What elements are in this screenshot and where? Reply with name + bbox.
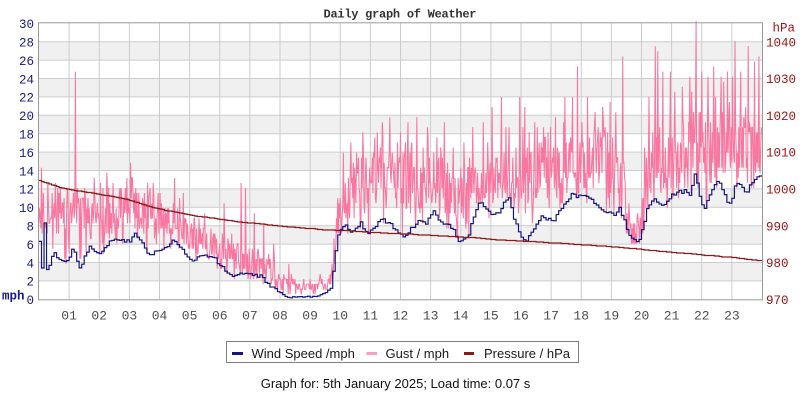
svg-text:23: 23: [724, 309, 740, 324]
svg-text:1030: 1030: [766, 73, 796, 87]
svg-text:24: 24: [19, 73, 34, 87]
svg-text:1020: 1020: [766, 110, 796, 124]
svg-text:Wind Speed /mph: Wind Speed /mph: [252, 346, 355, 361]
svg-text:04: 04: [152, 309, 168, 324]
svg-text:14: 14: [19, 165, 34, 179]
svg-text:19: 19: [604, 309, 620, 324]
svg-text:01: 01: [61, 309, 77, 324]
svg-text:mph: mph: [2, 290, 25, 304]
svg-text:09: 09: [302, 309, 318, 324]
svg-text:28: 28: [19, 37, 34, 51]
svg-text:13: 13: [423, 309, 439, 324]
svg-text:15: 15: [483, 309, 499, 324]
svg-text:30: 30: [19, 18, 34, 32]
svg-text:Pressure / hPa: Pressure / hPa: [484, 346, 571, 361]
svg-text:980: 980: [766, 257, 789, 271]
svg-text:18: 18: [573, 309, 589, 324]
svg-text:12: 12: [393, 309, 409, 324]
svg-text:03: 03: [122, 309, 138, 324]
svg-text:05: 05: [182, 309, 198, 324]
svg-text:22: 22: [19, 92, 34, 106]
svg-text:1010: 1010: [766, 147, 796, 161]
svg-text:06: 06: [212, 309, 228, 324]
svg-text:1000: 1000: [766, 184, 796, 198]
svg-text:21: 21: [664, 309, 680, 324]
svg-text:10: 10: [19, 202, 34, 216]
svg-text:07: 07: [242, 309, 258, 324]
svg-text:16: 16: [513, 309, 529, 324]
svg-text:26: 26: [19, 55, 34, 69]
svg-text:2: 2: [26, 276, 34, 290]
svg-text:18: 18: [19, 129, 34, 143]
svg-text:20: 20: [19, 110, 34, 124]
svg-text:08: 08: [272, 309, 288, 324]
svg-text:20: 20: [634, 309, 650, 324]
svg-text:11: 11: [363, 309, 379, 324]
svg-text:10: 10: [332, 309, 348, 324]
svg-text:4: 4: [26, 257, 34, 271]
svg-text:hPa: hPa: [772, 22, 795, 36]
svg-text:Gust / mph: Gust / mph: [386, 346, 450, 361]
svg-text:22: 22: [694, 309, 710, 324]
svg-text:Graph for: 5th January 2025; L: Graph for: 5th January 2025; Load time: …: [261, 376, 531, 391]
svg-text:8: 8: [26, 221, 34, 235]
svg-text:16: 16: [19, 147, 34, 161]
svg-text:17: 17: [543, 309, 559, 324]
svg-text:6: 6: [26, 239, 34, 253]
svg-text:12: 12: [19, 184, 34, 198]
svg-text:02: 02: [91, 309, 107, 324]
svg-text:Daily graph of Weather: Daily graph of Weather: [324, 8, 477, 22]
svg-text:970: 970: [766, 294, 789, 308]
svg-text:14: 14: [453, 309, 469, 324]
svg-text:990: 990: [766, 220, 789, 234]
svg-text:0: 0: [26, 294, 34, 308]
svg-text:1040: 1040: [766, 36, 796, 50]
